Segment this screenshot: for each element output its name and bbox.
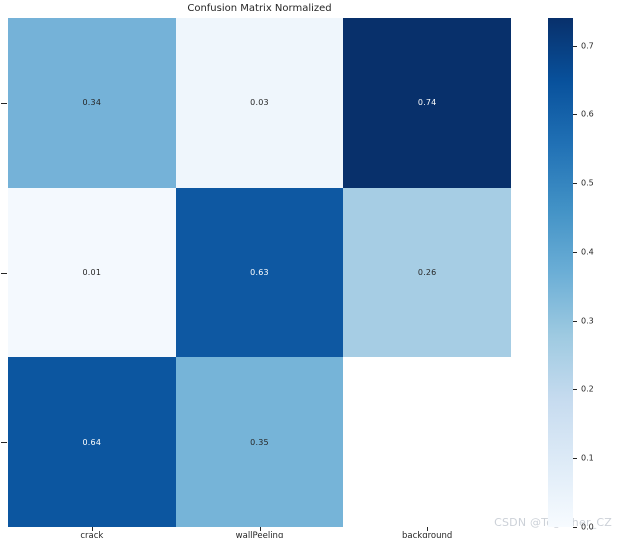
colorbar-gradient [548, 18, 573, 527]
colorbar-tick-mark [573, 458, 577, 460]
y-tick-mark [1, 442, 7, 444]
heatmap-cell-r2-c1: 0.35 [175, 357, 344, 527]
y-tick-mark [1, 272, 7, 274]
x-tick-mark [259, 527, 261, 531]
colorbar-tick-label-0.2: 0.2 [581, 384, 594, 394]
colorbar-tick-label-0.7: 0.7 [581, 41, 594, 50]
colorbar-tick-label-0.3: 0.3 [581, 316, 594, 326]
x-tick-label-crack: crack [80, 531, 104, 538]
x-tick-label-wallPeeling: wallPeeling [235, 531, 284, 538]
heatmap-cell-r1-c2: 0.26 [343, 187, 511, 358]
colorbar-tick-mark [573, 320, 577, 322]
heatmap-cell-r0-c1: 0.03 [175, 18, 344, 188]
colorbar-tick-mark [573, 527, 577, 528]
heatmap-cell-r2-c2 [343, 357, 511, 527]
heatmap-grid: 0.34 0.03 0.74 0.01 0.63 0.26 0.64 0.35 [8, 18, 511, 527]
heatmap-cell-r0-c2: 0.74 [343, 18, 511, 188]
x-tick-mark [427, 527, 429, 531]
x-axis: crack wallPeeling background [8, 527, 511, 538]
chart-title: Confusion Matrix Normalized [187, 3, 332, 14]
colorbar-tick-label-0.4: 0.4 [581, 247, 594, 257]
heatmap-cell-r0-c0: 0.34 [8, 18, 176, 188]
heatmap-cell-r2-c0: 0.64 [8, 357, 176, 527]
colorbar-tick-mark [573, 251, 577, 253]
colorbar-tick-mark [573, 389, 577, 391]
colorbar-tick-label-0.1: 0.1 [581, 453, 594, 463]
colorbar-tick-label-0.6: 0.6 [581, 109, 594, 119]
colorbar-tick-mark [573, 183, 577, 185]
x-tick-mark [91, 527, 93, 531]
heatmap-cell-r1-c1: 0.63 [175, 187, 344, 358]
heatmap-cell-r1-c0: 0.01 [8, 187, 176, 358]
x-tick-label-background: background [402, 531, 453, 538]
colorbar-tick-label-0.5: 0.5 [581, 178, 594, 188]
colorbar-tick-mark [573, 114, 577, 116]
colorbar-area: 0.7 0.6 0.5 0.4 0.3 0.2 0.1 0.0 [548, 18, 618, 532]
colorbar-tick-mark [573, 45, 577, 47]
y-tick-mark [1, 102, 7, 104]
colorbar-tick-label-0.0: 0.0 [581, 522, 594, 532]
